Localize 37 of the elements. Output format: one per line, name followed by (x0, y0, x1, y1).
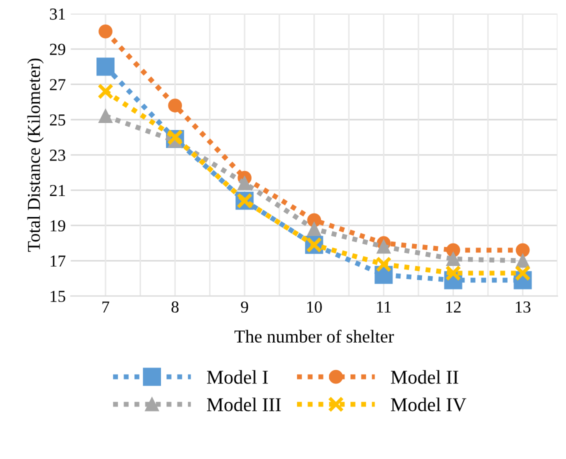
x-tick-label: 12 (446, 301, 461, 312)
legend-label: Model II (390, 370, 458, 384)
y-tick-label: 29 (50, 44, 66, 55)
x-axis-title: The number of shelter (234, 330, 394, 343)
y-tick-label: 23 (50, 150, 66, 161)
point (376, 240, 391, 254)
y-tick-label: 21 (50, 184, 65, 196)
x-tick-label: 7 (102, 302, 110, 312)
point (516, 254, 530, 268)
x-tick-label: 11 (377, 301, 391, 312)
legend-label: Model IV (390, 398, 466, 412)
point (168, 98, 182, 112)
y-tick-label: 19 (50, 220, 66, 232)
point (307, 222, 322, 236)
point (516, 243, 530, 258)
y-tick-label: 27 (50, 79, 66, 90)
point (445, 265, 462, 282)
x-tick-label: 8 (172, 301, 179, 313)
legend-label: Model I (206, 370, 268, 384)
x-tick-label: 10 (307, 301, 322, 313)
y-tick-label: 25 (50, 114, 66, 126)
point (98, 24, 112, 38)
x-tick-label: 9 (240, 301, 248, 313)
point (96, 58, 115, 76)
y-tick-label: 15 (50, 290, 66, 302)
y-axis-title: Total Distance (Kilometer) (27, 58, 44, 252)
y-tick-label: 31 (50, 8, 65, 20)
point (446, 252, 460, 266)
point (376, 256, 392, 272)
point (98, 83, 114, 100)
point (238, 176, 252, 190)
point (167, 129, 184, 146)
x-tick-label: 13 (516, 301, 530, 313)
point (514, 265, 531, 282)
y-tick-label: 17 (50, 256, 66, 267)
point (98, 109, 112, 124)
legend-label: Model III (206, 398, 281, 412)
